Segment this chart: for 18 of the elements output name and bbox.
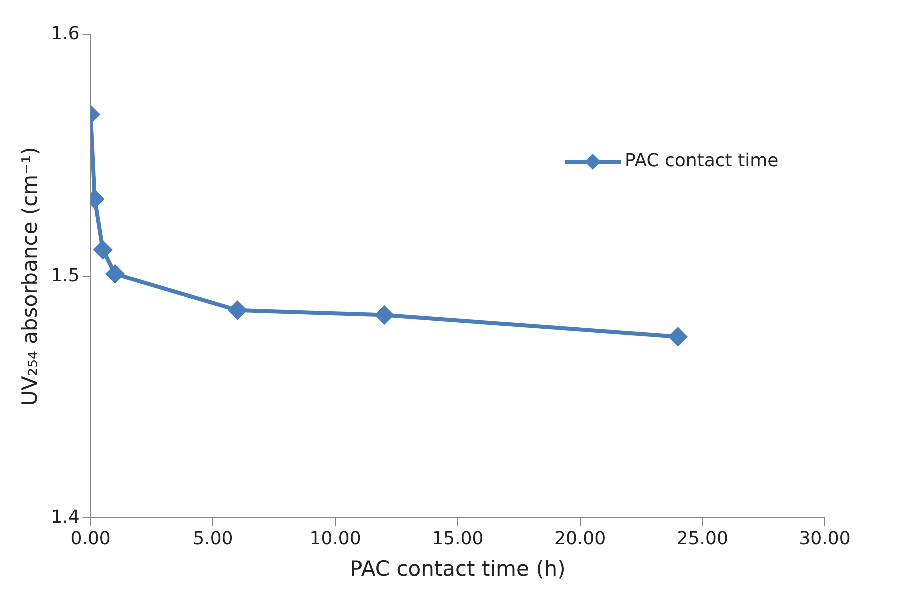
x-tick-label: 25.00 xyxy=(676,528,728,550)
y-tick-label: 1.4 xyxy=(51,506,80,528)
point xyxy=(669,328,688,346)
y-tick-label: 1.6 xyxy=(51,24,80,45)
point xyxy=(228,301,247,320)
x-tick-label: 10.00 xyxy=(310,528,362,550)
x-tick-label: 5.00 xyxy=(193,528,234,550)
x-tick-label: 20.00 xyxy=(554,528,606,550)
x-tick-label: 30.00 xyxy=(799,528,851,550)
point xyxy=(375,306,394,324)
y-tick-label: 1.5 xyxy=(51,265,80,286)
point xyxy=(106,265,124,284)
y-axis-title: UV₂₅₄ absorbance (cm⁻¹) xyxy=(18,147,42,406)
x-axis-title: PAC contact time (h) xyxy=(350,556,566,581)
x-tick-label: 15.00 xyxy=(432,528,484,550)
x-tick-label: 0.00 xyxy=(70,528,111,550)
legend-label: PAC contact time xyxy=(625,150,779,172)
point xyxy=(94,241,112,260)
